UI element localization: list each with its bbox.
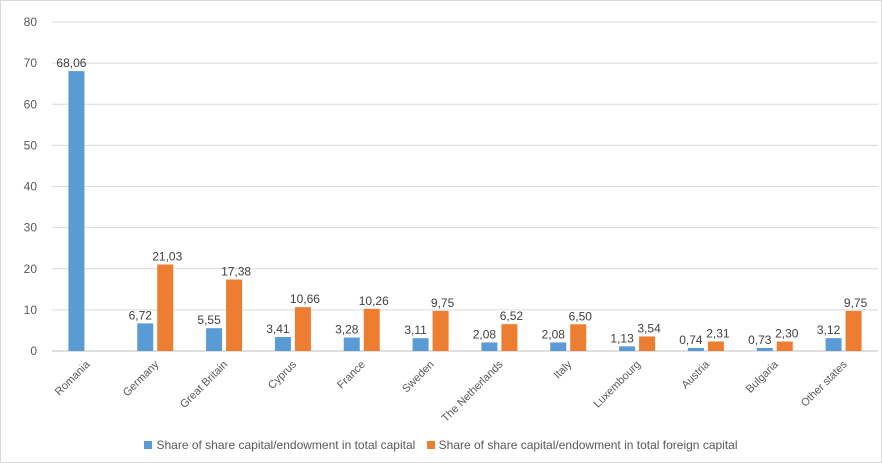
data-label: 1,13 [610,331,634,345]
bar [206,328,223,351]
y-tick-label: 70 [24,56,38,70]
data-label: 68,06 [56,56,86,70]
data-label: 9,75 [431,296,455,310]
data-label: 21,03 [152,250,182,264]
bar [412,338,429,351]
y-tick-label: 40 [24,180,38,194]
data-label: 2,08 [473,327,497,341]
y-tick-label: 10 [24,303,38,317]
bar [776,341,793,351]
x-tick-label: Italy [552,358,575,381]
y-tick-label: 50 [24,138,38,152]
x-tick-label: Austria [679,358,712,391]
bar [157,264,174,351]
data-label: 9,75 [844,296,868,310]
data-label: 2,08 [542,327,566,341]
data-label: 2,30 [775,327,799,341]
x-tick-label: Luxembourg [591,359,643,411]
x-tick-label: Great Britain [178,359,230,411]
bar [343,337,360,351]
data-label: 0,73 [748,333,772,347]
x-tick-label: Cyprus [266,358,299,391]
x-tick-label: Germany [121,358,162,399]
data-label: 5,55 [197,313,221,327]
bar [639,336,656,351]
data-label: 6,72 [129,308,153,322]
x-tick-label: The Netherlands [440,358,506,424]
x-tick-label: Bulgaria [744,358,782,396]
data-label: 3,11 [404,323,427,337]
data-label: 17,38 [221,265,251,279]
legend: Share of share capital/endowment in tota… [0,438,882,452]
bar [137,323,154,351]
x-tick-label: Sweden [400,359,437,396]
bar [226,279,243,351]
data-label: 3,12 [817,323,841,337]
data-label: 3,41 [266,322,290,336]
legend-item-foreign-capital: Share of share capital/endowment in tota… [426,438,738,452]
data-label: 10,26 [359,294,389,308]
data-label: 0,74 [679,333,703,347]
y-tick-label: 0 [30,344,37,358]
data-label: 3,28 [335,323,359,337]
bar [550,342,567,351]
y-tick-label: 30 [24,221,38,235]
x-tick-label: France [335,359,368,392]
x-tick-label: Other states [799,358,850,409]
legend-label-total-capital: Share of share capital/endowment in tota… [156,438,416,452]
data-label: 3,54 [637,321,661,335]
bar [687,347,704,351]
y-tick-label: 60 [24,97,38,111]
bar [68,71,85,352]
bar [294,307,311,351]
legend-swatch-foreign-capital [426,440,435,449]
bar [501,324,518,351]
bar [756,347,773,351]
data-label: 6,50 [569,309,593,323]
bar [825,338,842,351]
legend-label-foreign-capital: Share of share capital/endowment in tota… [438,438,738,452]
data-label: 2,31 [706,327,730,341]
y-tick-label: 20 [24,262,38,276]
legend-item-total-capital: Share of share capital/endowment in tota… [144,438,415,452]
bar [707,341,724,351]
bar [432,310,449,351]
bar [481,342,498,351]
bar [570,324,587,351]
data-label: 10,66 [290,292,320,306]
y-tick-label: 80 [24,15,38,29]
bar [363,308,380,351]
bar [274,336,291,351]
bar [845,310,862,351]
legend-swatch-total-capital [144,440,153,449]
data-label: 6,52 [500,309,524,323]
bar [619,346,636,351]
x-tick-label: Romania [53,358,93,398]
